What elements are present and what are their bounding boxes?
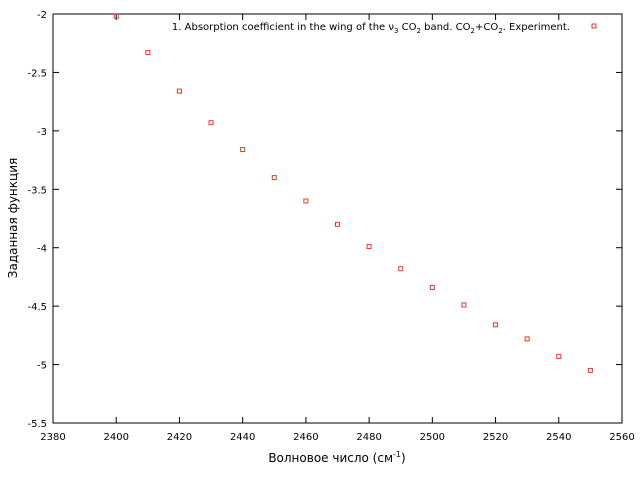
y-tick-label: -2.5	[27, 68, 47, 79]
x-tick-label: 2440	[230, 432, 255, 443]
x-axis-label: Волновое число (см-1)	[268, 450, 405, 465]
x-tick-label: 2460	[293, 432, 318, 443]
x-tick-label: 2420	[167, 432, 192, 443]
legend-marker	[591, 23, 597, 29]
data-point	[240, 147, 246, 153]
data-point	[461, 302, 467, 308]
x-axis-label-superscript: -1	[393, 450, 401, 459]
data-point	[398, 266, 404, 272]
x-tick-label: 2480	[356, 432, 381, 443]
y-tick-label: -2	[37, 10, 47, 21]
y-tick-label: -4.5	[27, 302, 47, 313]
x-axis-ticks: 2380 2400 2420 2440 2460 2480 2500 2520 2540 2560	[40, 14, 635, 443]
plot-frame	[52, 13, 623, 424]
x-axis-label-tail: )	[401, 451, 406, 465]
x-tick-label: 2560	[609, 432, 634, 443]
data-point	[556, 353, 562, 359]
data-points	[113, 13, 593, 373]
data-point	[493, 322, 499, 328]
data-point	[587, 367, 593, 373]
y-tick-label: -3	[37, 127, 47, 138]
data-point	[176, 88, 182, 94]
y-tick-label: -5.5	[27, 419, 47, 430]
legend-entry-label: 1. Absorption coefficient in the wing of…	[172, 22, 570, 35]
data-point	[303, 198, 309, 204]
plot-border	[52, 13, 623, 424]
x-axis-label-main: Волновое число (см	[268, 451, 393, 465]
data-point	[208, 120, 214, 126]
data-point	[113, 13, 119, 19]
x-tick-label: 2380	[40, 432, 65, 443]
y-tick-label: -3.5	[27, 185, 47, 196]
y-tick-label: -5	[37, 361, 47, 372]
y-axis-label: Заданная функция	[6, 158, 20, 278]
y-axis-ticks: -2 -2.5 -3 -3.5 -4 -4.5 -5 -5.5	[27, 10, 622, 430]
data-point	[145, 50, 151, 56]
x-tick-label: 2500	[420, 432, 445, 443]
y-tick-label: -4	[37, 244, 47, 255]
data-point	[524, 336, 530, 342]
x-tick-label: 2400	[103, 432, 128, 443]
data-point	[335, 221, 340, 227]
data-point	[429, 284, 435, 290]
x-tick-label: 2520	[483, 432, 508, 443]
x-tick-label: 2540	[546, 432, 571, 443]
data-point	[366, 244, 372, 250]
legend: 1. Absorption coefficient in the wing of…	[172, 22, 597, 35]
data-point	[271, 175, 277, 181]
